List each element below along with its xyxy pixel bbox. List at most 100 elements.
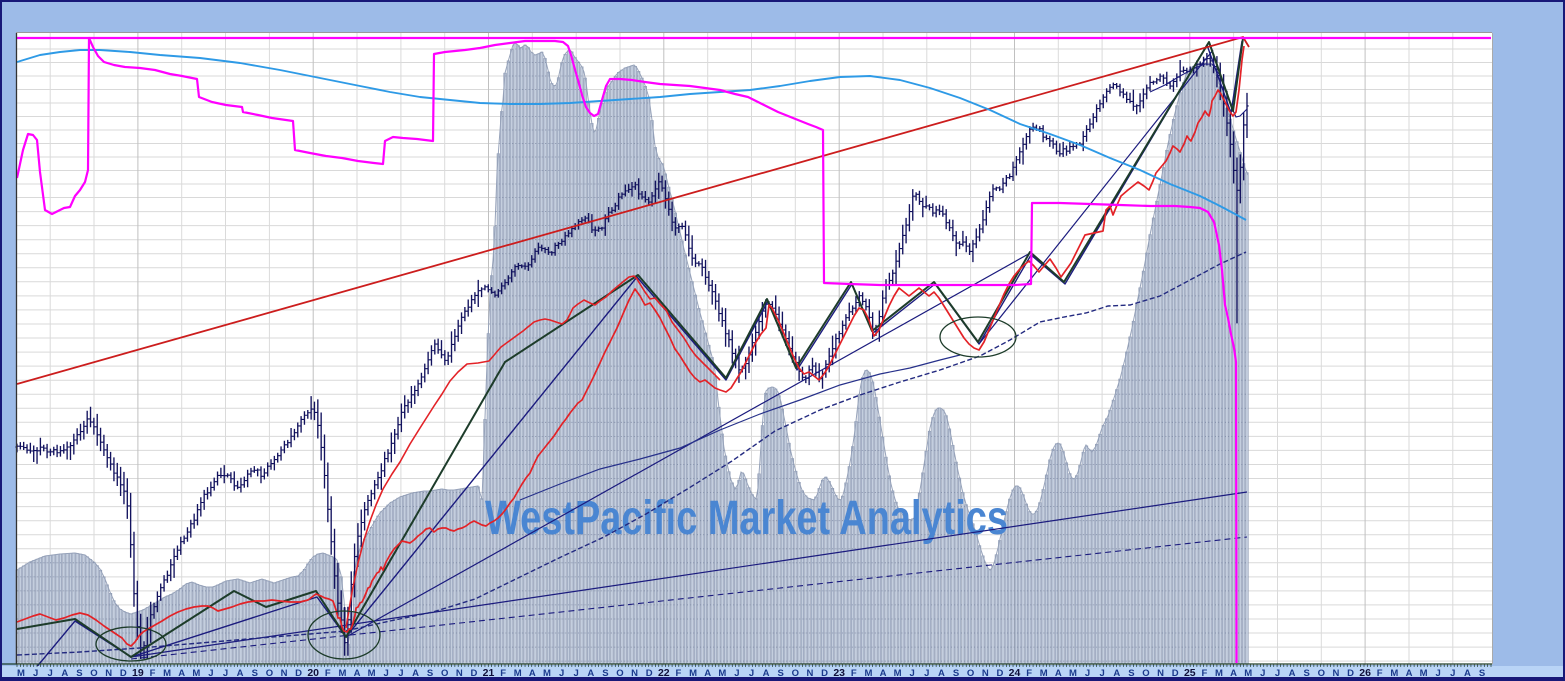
svg-text:A: A [61, 668, 68, 679]
svg-text:O: O [967, 668, 974, 679]
svg-text:J: J [734, 668, 739, 679]
svg-text:M: M [894, 668, 902, 679]
svg-text:J: J [384, 668, 389, 679]
svg-text:N: N [631, 668, 638, 679]
svg-text:A: A [237, 668, 244, 679]
svg-text:J: J [48, 668, 53, 679]
svg-text:M: M [514, 668, 522, 679]
svg-text:M: M [163, 668, 171, 679]
svg-text:O: O [616, 668, 623, 679]
svg-text:A: A [1464, 668, 1471, 679]
svg-text:M: M [1069, 668, 1077, 679]
svg-text:S: S [1128, 668, 1134, 679]
svg-text:J: J [749, 668, 754, 679]
svg-text:26: 26 [1359, 667, 1371, 679]
svg-text:J: J [559, 668, 564, 679]
svg-text:O: O [792, 668, 799, 679]
svg-text:25: 25 [1184, 667, 1196, 679]
svg-text:S: S [953, 668, 959, 679]
svg-text:D: D [1172, 668, 1179, 679]
svg-text:22: 22 [658, 667, 670, 679]
svg-text:A: A [704, 668, 711, 679]
svg-text:A: A [880, 668, 887, 679]
svg-text:M: M [17, 668, 25, 679]
svg-text:S: S [427, 668, 433, 679]
svg-text:J: J [208, 668, 213, 679]
svg-text:S: S [252, 668, 258, 679]
svg-text:F: F [1377, 668, 1383, 679]
svg-text:J: J [33, 668, 38, 679]
svg-text:A: A [1230, 668, 1237, 679]
svg-text:A: A [587, 668, 594, 679]
svg-text:J: J [910, 668, 915, 679]
svg-text:D: D [120, 668, 127, 679]
svg-text:J: J [1436, 668, 1441, 679]
svg-text:N: N [281, 668, 288, 679]
svg-text:O: O [441, 668, 448, 679]
svg-text:F: F [851, 668, 857, 679]
svg-text:A: A [354, 668, 361, 679]
svg-text:21: 21 [483, 667, 495, 679]
svg-text:M: M [1390, 668, 1398, 679]
svg-text:A: A [1055, 668, 1062, 679]
svg-text:N: N [105, 668, 112, 679]
svg-text:A: A [412, 668, 419, 679]
svg-text:J: J [223, 668, 228, 679]
svg-text:A: A [529, 668, 536, 679]
svg-text:J: J [1099, 668, 1104, 679]
svg-text:20: 20 [307, 667, 319, 679]
svg-text:19: 19 [132, 667, 144, 679]
svg-text:F: F [150, 668, 156, 679]
svg-text:F: F [1026, 668, 1032, 679]
svg-text:S: S [778, 668, 784, 679]
svg-text:O: O [1142, 668, 1149, 679]
svg-text:D: D [821, 668, 828, 679]
svg-text:F: F [675, 668, 681, 679]
svg-text:M: M [543, 668, 551, 679]
svg-text:O: O [1318, 668, 1325, 679]
svg-text:S: S [1479, 668, 1485, 679]
svg-text:N: N [806, 668, 813, 679]
svg-text:S: S [76, 668, 82, 679]
svg-text:N: N [982, 668, 989, 679]
svg-text:M: M [1215, 668, 1223, 679]
svg-text:D: D [646, 668, 653, 679]
svg-text:D: D [470, 668, 477, 679]
svg-text:F: F [1201, 668, 1207, 679]
svg-text:J: J [574, 668, 579, 679]
svg-text:N: N [1157, 668, 1164, 679]
svg-text:A: A [178, 668, 185, 679]
svg-text:M: M [864, 668, 872, 679]
svg-text:D: D [295, 668, 302, 679]
svg-text:M: M [1420, 668, 1428, 679]
svg-text:A: A [1406, 668, 1413, 679]
svg-text:N: N [1332, 668, 1339, 679]
svg-text:O: O [90, 668, 97, 679]
svg-text:N: N [456, 668, 463, 679]
svg-text:WestPacific Market Analytics: WestPacific Market Analytics [485, 492, 1008, 545]
svg-text:M: M [192, 668, 200, 679]
svg-text:F: F [500, 668, 506, 679]
svg-text:O: O [266, 668, 273, 679]
svg-text:A: A [763, 668, 770, 679]
svg-text:A: A [938, 668, 945, 679]
svg-text:J: J [1085, 668, 1090, 679]
svg-text:M: M [718, 668, 726, 679]
svg-text:J: J [1275, 668, 1280, 679]
svg-text:J: J [924, 668, 929, 679]
svg-text:D: D [1347, 668, 1354, 679]
svg-text:F: F [325, 668, 331, 679]
svg-text:M: M [689, 668, 697, 679]
svg-text:M: M [368, 668, 376, 679]
svg-text:M: M [1040, 668, 1048, 679]
svg-text:J: J [1450, 668, 1455, 679]
svg-text:S: S [602, 668, 608, 679]
svg-text:S: S [1304, 668, 1310, 679]
svg-text:M: M [1244, 668, 1252, 679]
svg-text:M: M [338, 668, 346, 679]
svg-text:23: 23 [833, 667, 845, 679]
svg-text:J: J [1260, 668, 1265, 679]
svg-text:A: A [1113, 668, 1120, 679]
svg-text:A: A [1289, 668, 1296, 679]
svg-text:24: 24 [1009, 667, 1021, 679]
